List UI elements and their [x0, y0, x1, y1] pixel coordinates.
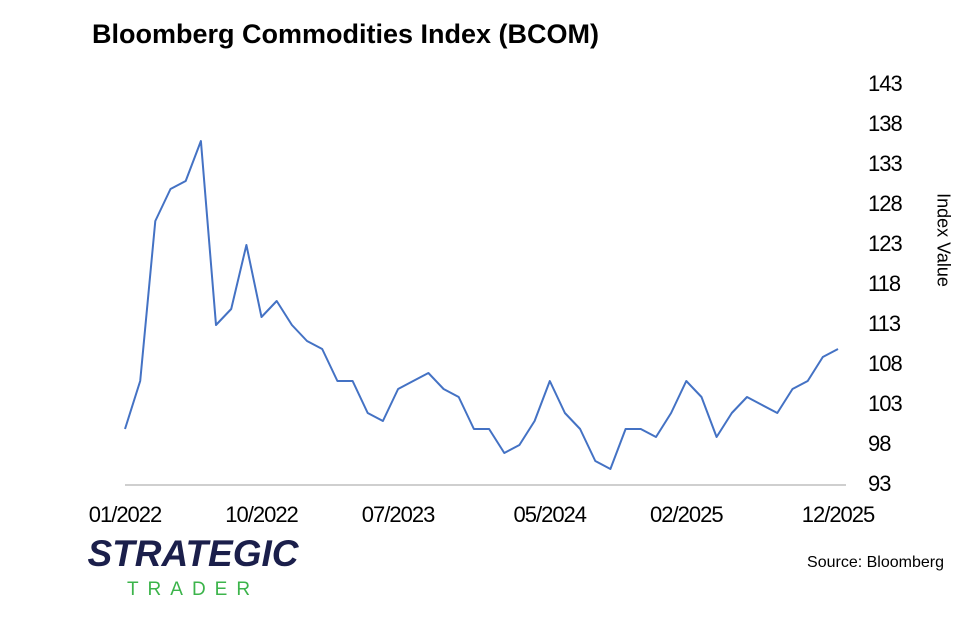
- source: Source: Bloomberg: [807, 554, 944, 571]
- y-axis-label: Index Value: [933, 193, 953, 287]
- y-tick-label: 138: [868, 111, 902, 136]
- brand-bottom: TRADER: [127, 579, 259, 600]
- x-tick-label: 01/2022: [89, 502, 162, 527]
- x-tick-label: 07/2023: [362, 502, 435, 527]
- chart-title: Bloomberg Commodities Index (BCOM): [92, 19, 599, 49]
- y-tick-label: 113: [868, 311, 901, 336]
- y-tick-label: 108: [868, 351, 902, 376]
- line-series: [124, 140, 839, 470]
- x-tick-label: 02/2025: [650, 502, 723, 527]
- y-tick-label: 98: [868, 431, 891, 456]
- y-tick-label: 133: [868, 151, 902, 176]
- y-tick-label: 118: [868, 271, 901, 296]
- y-tick-label: 93: [868, 471, 891, 496]
- y-tick-label: 103: [868, 391, 902, 416]
- brand-top: STRATEGIC: [87, 533, 299, 574]
- x-tick-label: 10/2022: [225, 502, 298, 527]
- y-tick-label: 128: [868, 191, 902, 216]
- x-tick-label: 12/2025: [802, 502, 875, 527]
- y-tick-label: 123: [868, 231, 902, 256]
- x-tick-label: 05/2024: [514, 502, 587, 527]
- y-tick-label: 143: [868, 71, 902, 96]
